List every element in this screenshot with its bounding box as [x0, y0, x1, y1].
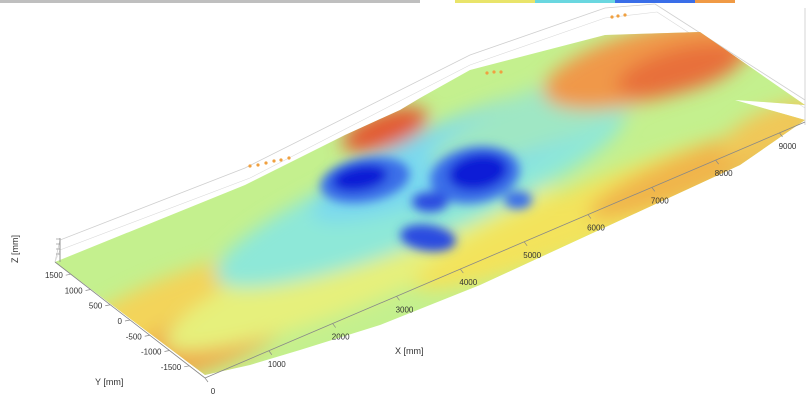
x-tick-label: 1000 — [268, 360, 286, 369]
x-tick-label: 2000 — [332, 333, 350, 342]
colorbar-strip — [0, 0, 735, 3]
y-tick-mark — [66, 274, 71, 275]
x-tick-label: 6000 — [587, 224, 605, 233]
x-tick-label: 3000 — [396, 305, 414, 314]
z-axis-label: Z [mm] — [10, 235, 20, 263]
z-axis: Z [mm] — [10, 235, 60, 263]
y-tick-label: 0 — [118, 317, 123, 326]
y-axis-label: Y [mm] — [95, 377, 123, 387]
y-tick-mark — [145, 335, 150, 336]
y-tick-label: 1500 — [45, 271, 63, 280]
x-tick-mark — [205, 378, 208, 382]
y-tick-mark — [184, 366, 189, 367]
y-tick-mark — [125, 320, 130, 321]
x-tick-label: 5000 — [523, 251, 541, 260]
x-tick-label: 0 — [211, 387, 216, 396]
y-tick-mark — [105, 305, 110, 306]
y-tick-label: -500 — [126, 332, 143, 341]
x-tick-label: 4000 — [459, 278, 477, 287]
y-tick-mark — [86, 289, 91, 290]
x-axis-label: X [mm] — [395, 346, 424, 356]
y-tick-mark — [164, 351, 169, 352]
x-tick-label: 9000 — [779, 142, 797, 151]
y-tick-label: -1500 — [161, 363, 182, 372]
y-tick-label: 1000 — [65, 286, 83, 295]
y-tick-label: -1000 — [141, 348, 162, 357]
y-tick-label: 500 — [89, 302, 103, 311]
x-tick-label: 8000 — [715, 169, 733, 178]
x-tick-label: 7000 — [651, 196, 669, 205]
